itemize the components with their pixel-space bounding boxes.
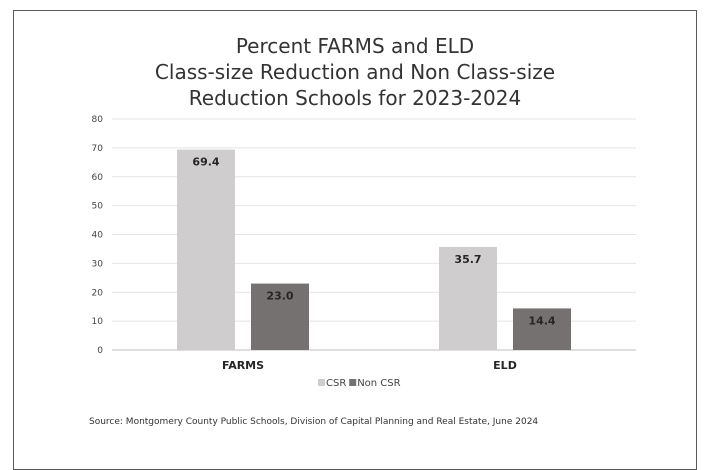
legend-label: Non CSR xyxy=(357,378,400,389)
data-label: 23.0 xyxy=(266,290,293,303)
bar-csr-farms xyxy=(177,149,235,350)
bar-csr-eld xyxy=(439,246,497,350)
y-tick-label: 20 xyxy=(92,288,104,298)
y-tick-label: 0 xyxy=(97,346,103,356)
legend-swatch-non-csr xyxy=(349,379,357,386)
data-label: 14.4 xyxy=(528,314,555,327)
y-tick-label: 80 xyxy=(92,115,104,125)
y-tick-label: 70 xyxy=(92,144,104,154)
category-label: FARMS xyxy=(222,359,264,372)
chart-title-line-1: Percent FARMS and ELD xyxy=(235,34,475,58)
chart-title-line-3: Reduction Schools for 2023-2024 xyxy=(188,86,522,110)
bar-non-csr-eld xyxy=(513,308,571,350)
data-label: 35.7 xyxy=(454,253,481,266)
bar-chart: 0 10 20 30 40 50 60 70 80 69.4 23.0 FARMS 35.7 14.4 EL… xyxy=(92,115,636,389)
chart-title-line-2: Class-size Reduction and Non Class-size xyxy=(154,60,556,84)
category-label: ELD xyxy=(493,359,517,372)
data-label: 69.4 xyxy=(192,156,219,169)
y-tick-label: 40 xyxy=(92,231,104,241)
y-tick-label: 50 xyxy=(92,202,104,212)
y-tick-label: 10 xyxy=(92,317,104,327)
y-tick-label: 60 xyxy=(92,173,104,183)
source-note: Source: Montgomery County Public Schools… xyxy=(89,417,539,427)
legend-label: CSR xyxy=(326,378,346,389)
legend-swatch-csr xyxy=(318,379,325,386)
y-tick-label: 30 xyxy=(92,259,104,269)
bar-non-csr-farms xyxy=(251,283,309,350)
